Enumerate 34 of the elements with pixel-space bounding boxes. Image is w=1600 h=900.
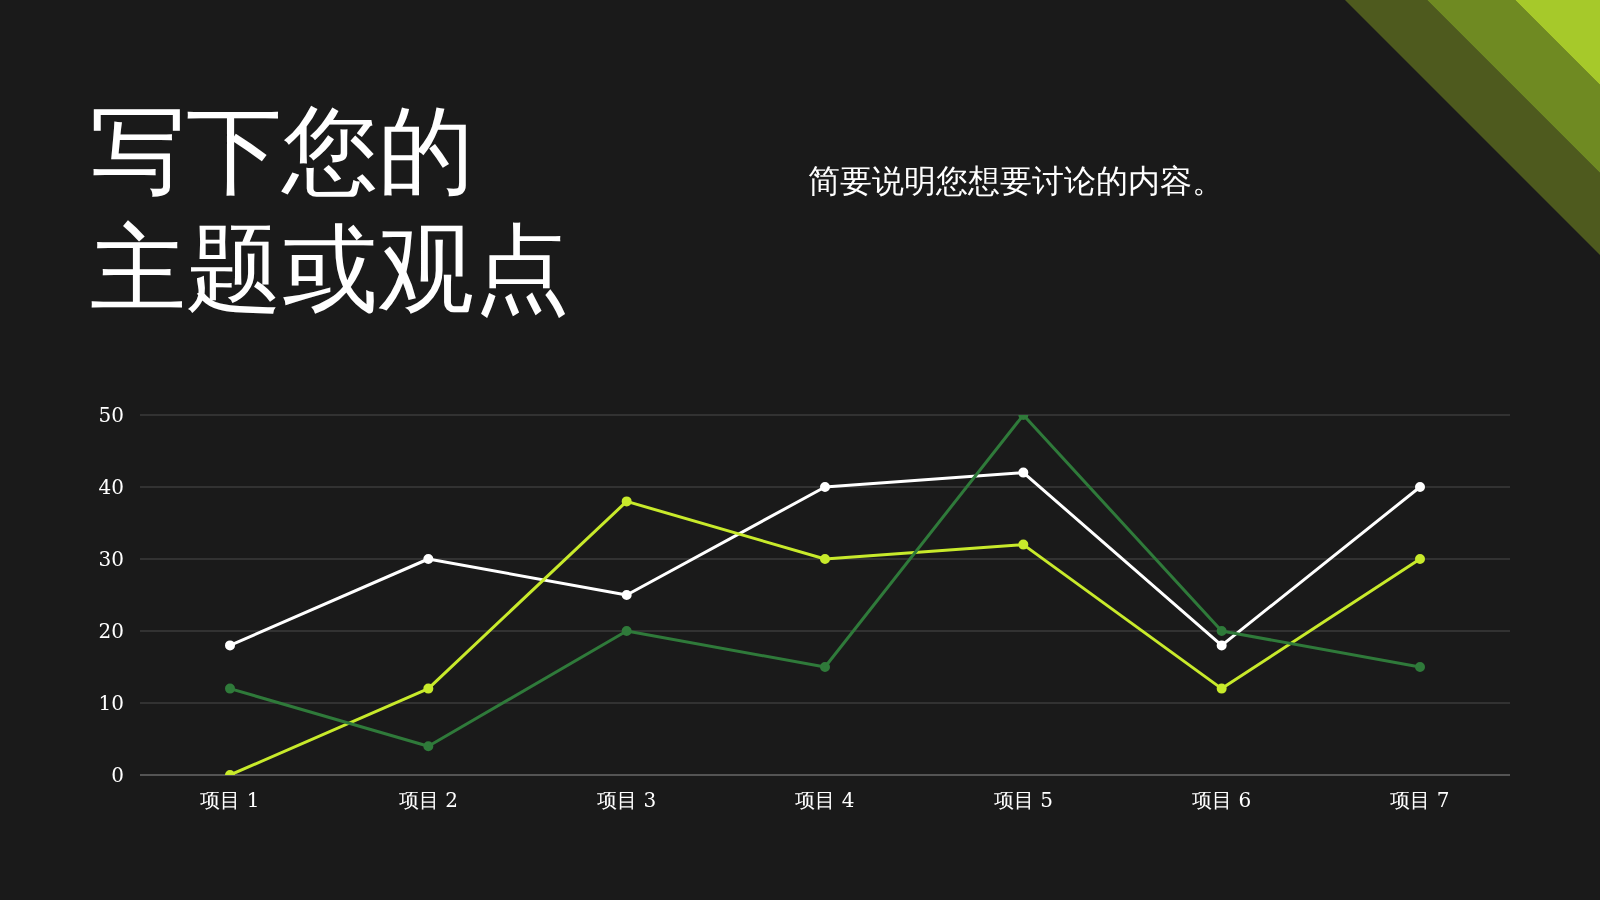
point — [820, 482, 830, 492]
point — [225, 683, 235, 694]
point — [621, 590, 632, 600]
x-tick-label: 项目 2 — [398, 788, 458, 813]
y-tick-label: 10 — [98, 691, 124, 716]
point — [423, 741, 434, 752]
point — [1018, 539, 1029, 550]
y-tick-label: 20 — [98, 619, 124, 644]
y-tick-label: 30 — [98, 547, 124, 572]
x-tick-label: 项目 7 — [1390, 788, 1450, 813]
point — [1216, 683, 1227, 694]
point — [1018, 467, 1029, 478]
point — [423, 554, 434, 564]
x-tick-label: 项目 4 — [795, 788, 855, 813]
point — [423, 683, 434, 694]
point — [621, 626, 632, 636]
point — [1415, 482, 1425, 492]
point — [1216, 640, 1227, 651]
chart-title: 写下您的主题或观点 — [90, 94, 570, 327]
point — [820, 554, 830, 564]
x-tick-label: 项目 3 — [597, 788, 657, 813]
point — [621, 496, 632, 507]
x-tick-label: 项目 5 — [993, 788, 1053, 813]
point — [1216, 626, 1227, 636]
y-tick-label: 0 — [111, 763, 124, 788]
point — [820, 662, 830, 672]
y-tick-label: 50 — [98, 403, 124, 428]
point — [1415, 662, 1425, 672]
point — [1415, 554, 1425, 564]
y-tick-label: 40 — [98, 475, 124, 500]
x-tick-label: 项目 6 — [1192, 788, 1252, 813]
x-tick-label: 项目 1 — [200, 788, 260, 813]
chart-subtitle: 简要说明您想要讨论的内容。 — [808, 161, 1224, 202]
point — [225, 640, 235, 651]
